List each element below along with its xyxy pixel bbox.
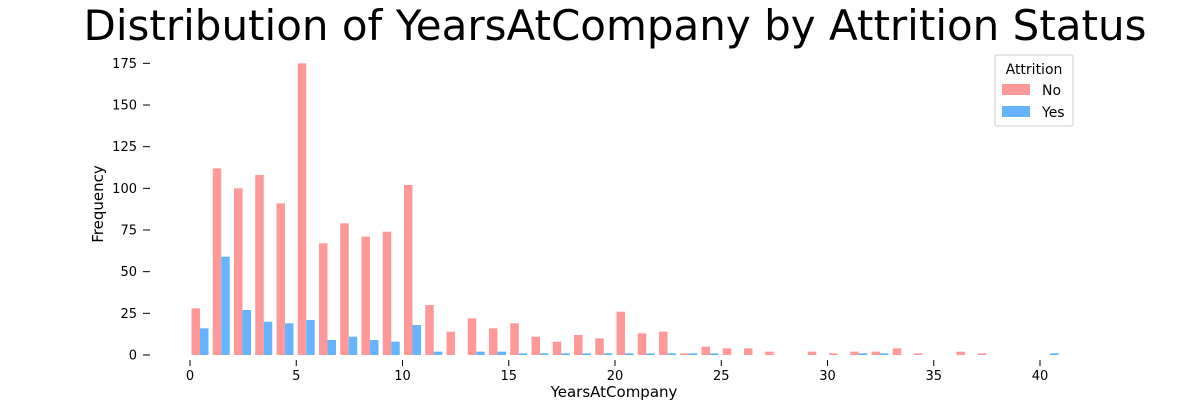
chart-title: Distribution of YearsAtCompany by Attrit… (83, 1, 1147, 50)
bar-no-4 (276, 203, 285, 355)
bar-no-19 (595, 338, 604, 355)
y-tick-label-100: 100 (112, 182, 137, 197)
legend-label-no: No (1042, 83, 1061, 99)
x-axis: 0 5 10 15 20 25 30 35 40 (186, 360, 1048, 384)
bar-no-3 (255, 175, 264, 355)
bar-no-36 (956, 351, 965, 355)
bar-yes-18 (582, 353, 591, 355)
bar-no-16 (531, 336, 540, 355)
bar-no-12 (446, 331, 455, 355)
legend-swatch-no (1002, 84, 1030, 95)
bar-yes-40 (1050, 353, 1059, 355)
bar-yes-8 (370, 340, 379, 355)
bar-yes-3 (263, 321, 273, 355)
bar-yes-16 (540, 353, 549, 355)
axes-layer: 0 25 50 75 100 125 150 175 0 5 10 15 20 25 30 35 40 Yea… (89, 57, 1048, 400)
bar-yes-6 (327, 340, 336, 355)
bar-no-0 (191, 308, 200, 355)
y-tick-label-125: 125 (112, 140, 137, 155)
bar-yes-17 (561, 353, 570, 355)
bar-no-20 (616, 311, 625, 355)
bar-yes-23 (688, 353, 698, 355)
bar-no-32 (871, 351, 880, 355)
bar-yes-0 (200, 328, 209, 355)
bar-yes-2 (242, 310, 251, 355)
bar-no-31 (850, 351, 859, 355)
x-tick-label-35: 35 (925, 369, 942, 384)
bar-no-13 (467, 318, 477, 355)
bar-no-21 (637, 333, 647, 355)
bar-no-11 (425, 305, 434, 355)
bar-yes-21 (646, 353, 655, 355)
legend: Attrition No Yes (994, 54, 1074, 127)
bar-yes-31 (858, 353, 868, 355)
x-tick-label-15: 15 (500, 369, 517, 384)
y-tick-label-25: 25 (120, 307, 137, 322)
x-tick-label-0: 0 (186, 369, 194, 384)
bar-no-10 (404, 185, 413, 355)
bar-yes-20 (625, 353, 634, 355)
bar-no-2 (234, 188, 243, 355)
bar-yes-15 (518, 353, 528, 355)
x-tick-label-10: 10 (394, 369, 411, 384)
y-tick-label-175: 175 (112, 57, 137, 72)
bar-no-23 (680, 353, 689, 355)
bar-no-26 (744, 348, 753, 355)
bar-yes-4 (285, 323, 294, 355)
bar-no-7 (340, 223, 349, 355)
y-tick-label-75: 75 (120, 224, 137, 239)
y-axis: 0 25 50 75 100 125 150 175 (112, 57, 150, 364)
y-tick-label-0: 0 (129, 349, 137, 364)
bar-no-15 (510, 323, 519, 355)
bar-yes-5 (306, 320, 315, 355)
bar-no-24 (701, 346, 710, 355)
bar-no-18 (574, 335, 583, 355)
bar-no-6 (319, 243, 328, 355)
bar-no-8 (361, 236, 370, 355)
bar-no-1 (212, 168, 222, 355)
bar-no-34 (914, 353, 923, 355)
x-tick-label-30: 30 (819, 369, 836, 384)
legend-swatch-yes (1002, 106, 1030, 117)
y-axis-label: Frequency (89, 165, 107, 243)
bar-no-25 (722, 348, 732, 355)
y-tick-label-50: 50 (120, 265, 137, 280)
legend-title: Attrition (1006, 62, 1063, 78)
y-tick-label-150: 150 (112, 99, 137, 114)
bar-yes-13 (476, 351, 485, 355)
x-tick-label-40: 40 (1032, 369, 1049, 384)
bar-yes-11 (433, 351, 443, 355)
x-axis-label: YearsAtCompany (550, 383, 678, 400)
bar-yes-9 (391, 341, 400, 355)
bar-yes-19 (603, 353, 613, 355)
bar-no-30 (829, 353, 838, 355)
x-tick-label-5: 5 (292, 369, 300, 384)
bars-layer (191, 63, 1059, 355)
bar-yes-24 (710, 353, 719, 355)
bar-yes-10 (412, 325, 421, 355)
bar-no-22 (659, 331, 668, 355)
bar-yes-7 (348, 336, 358, 355)
x-tick-label-20: 20 (607, 369, 624, 384)
bar-no-5 (297, 63, 307, 355)
bar-no-17 (552, 341, 562, 355)
bar-no-9 (382, 231, 392, 355)
bar-yes-32 (880, 353, 889, 355)
bar-no-37 (977, 353, 987, 355)
bar-yes-22 (667, 353, 676, 355)
bar-no-29 (807, 351, 817, 355)
bar-no-33 (892, 348, 902, 355)
bar-no-27 (765, 351, 774, 355)
bar-no-14 (489, 328, 498, 355)
legend-label-yes: Yes (1041, 105, 1065, 121)
bar-yes-14 (497, 351, 506, 355)
bar-yes-1 (221, 256, 230, 355)
x-tick-label-25: 25 (713, 369, 730, 384)
